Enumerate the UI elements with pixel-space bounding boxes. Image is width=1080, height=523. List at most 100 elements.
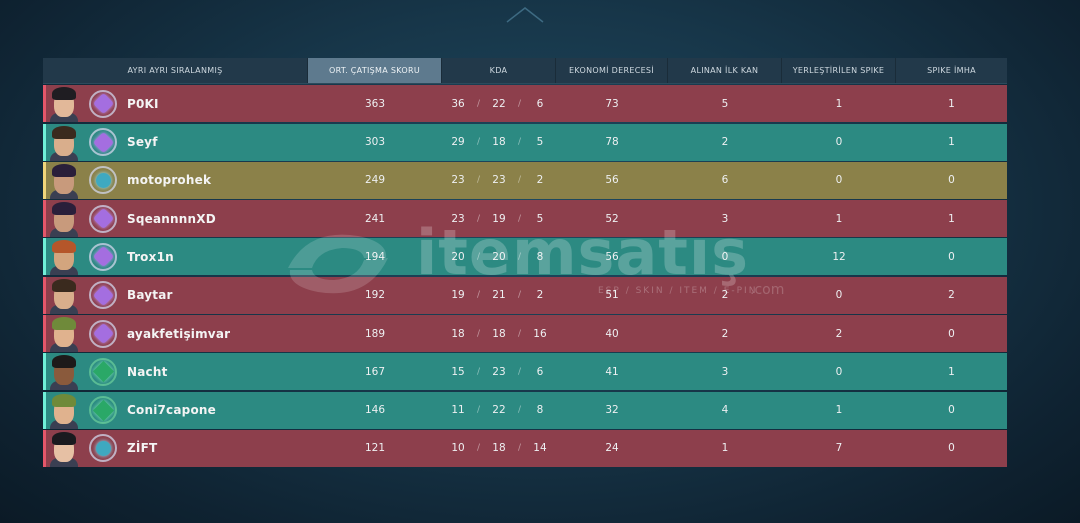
assists-value: 6 [536,365,544,378]
header-plants[interactable]: YERLEŞTİRİLEN SPIKE [782,58,896,83]
team-indicator [43,161,46,199]
player-name[interactable]: Trox1n [127,249,174,264]
deaths-value: 18 [492,136,506,149]
player-name[interactable]: Baytar [127,288,173,303]
team-indicator [43,276,46,314]
kda-separator: / [517,251,521,262]
econ-value: 56 [605,250,619,263]
agent-portrait [47,238,81,276]
kda-separator: / [476,213,481,224]
first-blood-value: 3 [721,365,729,378]
rank-icon [89,396,117,425]
player-cell: motoprohek [43,162,308,199]
rank-icon [89,281,117,310]
acs-value: 249 [364,174,386,187]
defuses-value: 0 [948,404,955,417]
econ-value: 52 [605,212,619,225]
defuses-value: 2 [948,289,955,302]
acs-value: 189 [364,327,386,340]
player-row[interactable]: SqeannnnXD 241 23 / 19 / 5 52 3 1 1 [43,200,1007,238]
first-blood-value: 4 [721,404,729,417]
econ-value: 32 [605,404,619,417]
kda-separator: / [476,137,481,148]
player-name[interactable]: motoprohek [127,173,212,188]
acs-value: 192 [364,289,386,302]
header-econ[interactable]: EKONOMİ DERECESİ [556,58,668,83]
rank-icon [89,242,117,271]
defuses-value: 0 [948,442,955,455]
econ-value: 40 [605,327,619,340]
team-indicator [43,238,46,276]
player-row[interactable]: motoprohek 249 23 / 23 / 2 56 6 0 0 [43,161,1007,199]
kills-value: 10 [451,442,465,455]
team-indicator [43,429,46,467]
player-cell: Seyf [43,124,308,161]
player-name[interactable]: Coni7capone [127,403,216,418]
player-cell: Nacht [43,353,308,391]
plants-value: 0 [835,136,843,149]
player-name[interactable]: SqeannnnXD [127,211,216,226]
player-cell: ZİFT [43,430,308,467]
plants-value: 0 [835,289,843,302]
agent-portrait [47,315,81,353]
assists-value: 14 [533,442,547,455]
kills-value: 29 [451,136,465,149]
player-row[interactable]: P0KI 363 36 / 22 / 6 73 5 1 1 [43,85,1007,123]
assists-value: 8 [536,250,544,263]
deaths-value: 18 [492,442,506,455]
rank-icon [89,434,117,463]
defuses-value: 1 [948,212,955,225]
player-cell: Trox1n [43,238,308,276]
player-row[interactable]: Coni7capone 146 11 / 22 / 8 32 4 1 0 [43,391,1007,429]
defuses-value: 0 [948,174,955,187]
kda-separator: / [517,98,521,109]
acs-value: 167 [364,365,386,378]
player-name[interactable]: Nacht [127,364,168,379]
player-row[interactable]: ayakfetişimvar 189 18 / 18 / 16 40 2 2 0 [43,315,1007,353]
header-first-blood[interactable]: ALINAN İLK KAN [668,58,782,83]
agent-portrait [47,85,81,123]
kda-value: 19 / 21 / 2 [442,277,556,314]
first-blood-value: 2 [721,136,729,149]
kda-value: 23 / 19 / 5 [442,200,556,237]
header-acs[interactable]: ORT. ÇATIŞMA SKORU [308,58,442,83]
player-row[interactable]: Baytar 192 19 / 21 / 2 51 2 0 2 [43,276,1007,314]
kda-separator: / [517,213,521,224]
player-cell: Coni7capone [43,392,308,429]
kda-separator: / [476,290,481,301]
econ-value: 51 [605,289,619,302]
player-name[interactable]: ayakfetişimvar [127,326,231,341]
kda-separator: / [476,98,481,109]
player-row[interactable]: Trox1n 194 20 / 20 / 8 56 0 12 0 [43,238,1007,276]
kda-separator: / [476,443,481,454]
player-name[interactable]: ZİFT [127,441,158,456]
agent-portrait [47,200,81,238]
header-player-sort[interactable]: AYRI AYRI SIRALANMIŞ [43,58,308,83]
plants-value: 0 [835,174,843,187]
header-kda[interactable]: KDA [442,58,556,83]
defuses-value: 1 [948,365,955,378]
player-name[interactable]: Seyf [127,135,158,150]
player-row[interactable]: Seyf 303 29 / 18 / 5 78 2 0 1 [43,123,1007,161]
player-name[interactable]: P0KI [127,96,159,111]
agent-portrait [47,430,81,467]
kda-separator: / [517,443,521,454]
kills-value: 36 [451,97,465,110]
player-cell: ayakfetişimvar [43,315,308,353]
acs-value: 303 [364,136,386,149]
player-row[interactable]: Nacht 167 15 / 23 / 6 41 3 0 1 [43,353,1007,391]
plants-value: 7 [835,442,843,455]
plants-value: 1 [835,404,843,417]
player-row[interactable]: ZİFT 121 10 / 18 / 14 24 1 7 0 [43,429,1007,467]
agent-portrait [47,277,81,314]
header-defuses[interactable]: SPIKE İMHA [927,65,976,75]
player-cell: Baytar [43,277,308,314]
econ-value: 56 [605,174,619,187]
first-blood-value: 3 [721,212,729,225]
agent-portrait [47,124,81,161]
scoreboard-header: AYRI AYRI SIRALANMIŞ ORT. ÇATIŞMA SKORU … [43,58,1007,84]
kda-separator: / [517,290,521,301]
kda-separator: / [517,366,521,377]
first-blood-value: 2 [721,289,729,302]
agent-portrait [47,353,81,391]
